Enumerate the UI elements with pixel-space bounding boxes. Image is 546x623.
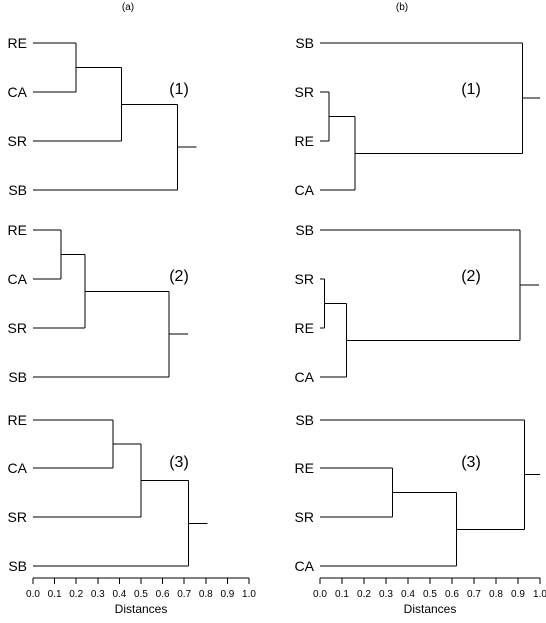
leaf-label: SB	[295, 412, 314, 428]
tick-label: 0.2	[357, 589, 371, 600]
leaf-label: RE	[8, 412, 27, 428]
tick-label: 0.0	[313, 589, 327, 600]
leaf-label: SB	[295, 35, 314, 51]
leaf-label: SR	[8, 133, 27, 149]
leaf-label: CA	[8, 271, 28, 287]
leaf-label: RE	[8, 222, 27, 238]
dendrogram-number: (1)	[461, 81, 481, 98]
tick-label: 0.9	[511, 589, 525, 600]
leaf-label: CA	[295, 369, 315, 385]
leaf-label: RE	[295, 320, 314, 336]
axis-title: Distances	[115, 602, 168, 616]
dendrogram-1-0: SB SR RE CA (1)	[295, 35, 540, 198]
dendrogram-1-1: SB SR RE CA (2)	[295, 222, 540, 385]
tick-label: 0.7	[177, 589, 191, 600]
leaf-label: SB	[8, 182, 27, 198]
tick-label: 0.2	[69, 589, 83, 600]
leaf-label: CA	[295, 558, 315, 574]
tick-label: 1.0	[533, 589, 546, 600]
dendrogram-number: (2)	[169, 268, 189, 285]
leaf-label: SR	[295, 84, 314, 100]
dendrogram-0-0: RE CA SR SB (1)	[8, 35, 197, 198]
tick-label: 0.6	[445, 589, 459, 600]
tick-label: 0.4	[112, 589, 126, 600]
leaf-label: SR	[295, 271, 314, 287]
tick-label: 0.5	[134, 589, 148, 600]
dendrogram-1-2: SB RE SR CA (3)	[295, 412, 540, 574]
distance-axis: 0.0 0.1 0.2 0.3 0.4 0.5 0.6 0.7 0.8 0.9 1.0 Distanc…	[313, 577, 546, 616]
tick-label: 0.3	[91, 589, 105, 600]
leaf-label: SB	[8, 369, 27, 385]
dendrogram-number: (3)	[461, 454, 481, 471]
tick-label: 0.4	[401, 589, 415, 600]
leaf-label: SR	[8, 320, 27, 336]
tick-label: 0.7	[467, 589, 481, 600]
dendrogram-number: (3)	[169, 454, 189, 471]
tick-label: 0.8	[199, 589, 213, 600]
tick-label: 0.9	[220, 589, 234, 600]
leaf-label: CA	[8, 84, 28, 100]
dendrogram-number: (1)	[169, 81, 189, 98]
tick-label: 0.8	[489, 589, 503, 600]
panel-label: (a)	[122, 2, 134, 13]
leaf-label: RE	[8, 35, 27, 51]
dendrogram-0-1: RE CA SR SB (2)	[8, 222, 189, 385]
leaf-label: CA	[8, 460, 28, 476]
leaf-label: RE	[295, 133, 314, 149]
tick-label: 0.6	[156, 589, 170, 600]
tick-label: 0.0	[26, 589, 40, 600]
leaf-label: SR	[295, 509, 314, 525]
tick-label: 1.0	[242, 589, 256, 600]
leaf-label: CA	[295, 182, 315, 198]
leaf-label: SB	[8, 558, 27, 574]
leaf-label: SB	[295, 222, 314, 238]
dendrogram-number: (2)	[461, 268, 481, 285]
dendrogram-0-2: RE CA SR SB (3)	[8, 412, 208, 574]
distance-axis: 0.0 0.1 0.2 0.3 0.4 0.5 0.6 0.7 0.8 0.9 1.0 Distanc…	[26, 577, 256, 616]
leaf-label: RE	[295, 460, 314, 476]
panel-label: (b)	[396, 2, 408, 13]
axis-title: Distances	[404, 602, 457, 616]
tick-label: 0.3	[379, 589, 393, 600]
leaf-label: SR	[8, 509, 27, 525]
tick-label: 0.5	[423, 589, 437, 600]
tick-label: 0.1	[335, 589, 349, 600]
tick-label: 0.1	[48, 589, 62, 600]
